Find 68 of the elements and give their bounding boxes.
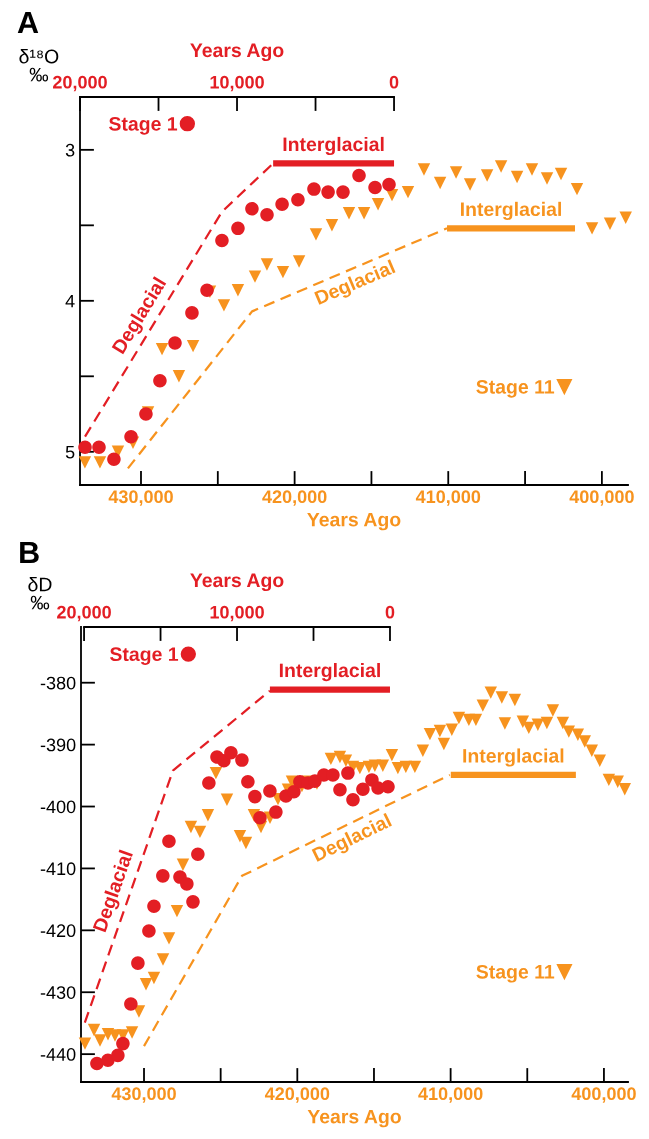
- legend-label: Stage 1: [110, 647, 179, 665]
- point: [357, 207, 371, 220]
- point: [172, 370, 186, 383]
- y-tick-label: -410: [40, 862, 76, 876]
- point: [292, 255, 306, 268]
- y-tick-label: -430: [40, 986, 76, 999]
- point: [371, 197, 385, 211]
- point: [619, 211, 632, 224]
- legend-label: Stage 11: [476, 964, 555, 983]
- x2-tick-label: 20,000: [57, 605, 111, 622]
- point: [525, 163, 539, 176]
- point: [463, 178, 477, 191]
- y-axis-title: δD ‰: [28, 577, 52, 610]
- point: [325, 219, 339, 232]
- legend-label: Stage 1: [109, 116, 178, 135]
- x2-axis-title: Years Ago: [190, 43, 284, 62]
- x2-tick-label: 10,000: [210, 75, 264, 92]
- x-tick-label: 400,000: [571, 1087, 636, 1103]
- point: [417, 163, 431, 176]
- point: [342, 207, 356, 220]
- x-tick-label: 410,000: [418, 1087, 483, 1103]
- x-tick-label: 430,000: [108, 490, 173, 506]
- point: [510, 170, 524, 184]
- x-tick-label: 430,000: [111, 1087, 176, 1103]
- point: [433, 176, 447, 190]
- point: [494, 160, 508, 173]
- y-tick-label: -440: [40, 1048, 76, 1061]
- point: [570, 182, 584, 196]
- legend-label: Stage 11: [476, 379, 555, 398]
- series-label: Interglacial: [283, 136, 384, 156]
- x-axis-title: Years Ago: [307, 1109, 401, 1128]
- point: [186, 339, 200, 353]
- point: [401, 185, 415, 199]
- point: [309, 228, 323, 241]
- y-tick-label: 4: [65, 294, 75, 308]
- chart-title: A: [17, 12, 39, 34]
- point: [603, 217, 617, 231]
- y-tick-label: 3: [65, 143, 75, 157]
- x2-tick-label: 0: [389, 75, 399, 89]
- point: [276, 265, 290, 279]
- x2-tick-label: 0: [385, 605, 395, 619]
- x-tick-label: 420,000: [262, 490, 327, 506]
- series-label: Interglacial: [460, 201, 561, 221]
- x-tick-label: 400,000: [569, 490, 634, 506]
- y-tick-label: 5: [65, 445, 75, 459]
- x-tick-label: 410,000: [415, 490, 481, 506]
- y-tick-label: -390: [40, 738, 76, 752]
- point: [540, 172, 554, 185]
- x-tick-label: 420,000: [264, 1087, 330, 1103]
- point: [231, 284, 245, 297]
- point: [217, 299, 231, 312]
- y-tick-label: -400: [40, 800, 76, 814]
- point: [480, 169, 494, 182]
- series-label: Interglacial: [279, 662, 380, 682]
- point: [554, 167, 568, 181]
- point: [78, 456, 92, 469]
- x-axis-title: Years Ago: [307, 512, 401, 531]
- point: [449, 166, 463, 179]
- point: [93, 456, 107, 469]
- x2-axis-title: Years Ago: [190, 573, 284, 592]
- point: [248, 270, 262, 283]
- point: [585, 222, 599, 235]
- point: [260, 258, 274, 271]
- x2-tick-label: 10,000: [210, 605, 264, 622]
- series-label: Interglacial: [463, 748, 564, 767]
- chart-title: B: [20, 542, 39, 564]
- y-tick-label: -420: [40, 924, 76, 938]
- y-tick-label: -380: [40, 676, 76, 690]
